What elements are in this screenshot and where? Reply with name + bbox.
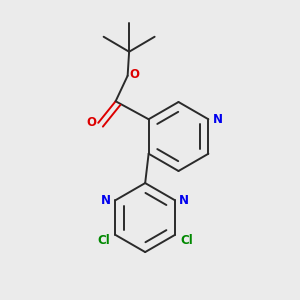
Text: N: N bbox=[179, 194, 189, 207]
Text: Cl: Cl bbox=[180, 234, 193, 247]
Text: O: O bbox=[87, 116, 97, 129]
Text: Cl: Cl bbox=[98, 234, 110, 247]
Text: N: N bbox=[212, 113, 222, 126]
Text: N: N bbox=[101, 194, 111, 207]
Text: O: O bbox=[129, 68, 139, 81]
